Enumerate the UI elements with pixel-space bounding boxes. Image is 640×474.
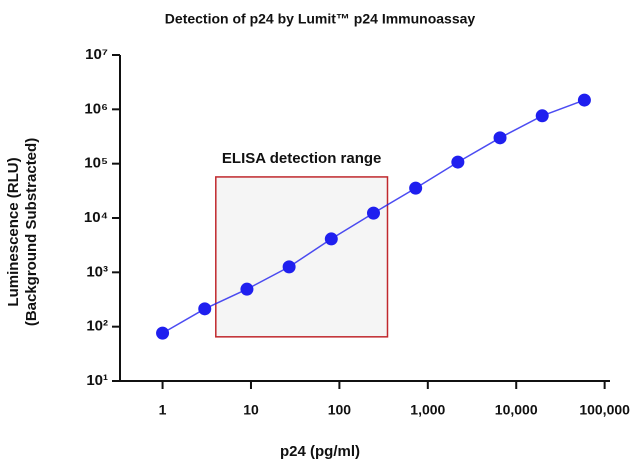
y-axis-label: Luminescence (RLU) (Background Substract… — [5, 138, 40, 326]
y-tick-label: 10¹ — [86, 372, 108, 389]
x-tick-label: 1,000 — [410, 402, 445, 418]
x-tick-label: 1 — [159, 402, 167, 418]
x-tick-label: 10,000 — [495, 402, 538, 418]
detection-range-label: ELISA detection range — [222, 150, 381, 167]
detection-range-box — [215, 176, 389, 338]
data-point — [409, 181, 423, 195]
data-point — [282, 260, 296, 274]
x-tick-label: 100,000 — [579, 402, 630, 418]
x-axis-label: p24 (pg/ml) — [280, 443, 360, 460]
data-point — [535, 109, 549, 123]
data-point — [577, 93, 591, 107]
data-point — [451, 155, 465, 169]
y-tick-label: 10⁶ — [84, 100, 108, 117]
y-tick-label: 10⁴ — [84, 209, 108, 226]
y-tick-label: 10³ — [86, 263, 108, 280]
data-point — [324, 232, 338, 246]
data-point — [156, 326, 170, 340]
data-point — [240, 282, 254, 296]
chart-title: Detection of p24 by Lumit™ p24 Immunoass… — [165, 11, 476, 27]
data-point — [198, 302, 212, 316]
data-point — [366, 206, 380, 220]
y-tick-label: 10⁵ — [84, 155, 108, 172]
y-tick-label: 10² — [86, 318, 108, 335]
x-tick-label: 10 — [243, 402, 259, 418]
y-axis-label-line: Luminescence (RLU) — [5, 157, 22, 306]
y-axis-label-line: (Background Substracted) — [23, 138, 40, 326]
x-tick-label: 100 — [328, 402, 352, 418]
y-tick-label: 10⁷ — [85, 46, 108, 63]
data-point — [493, 131, 507, 145]
